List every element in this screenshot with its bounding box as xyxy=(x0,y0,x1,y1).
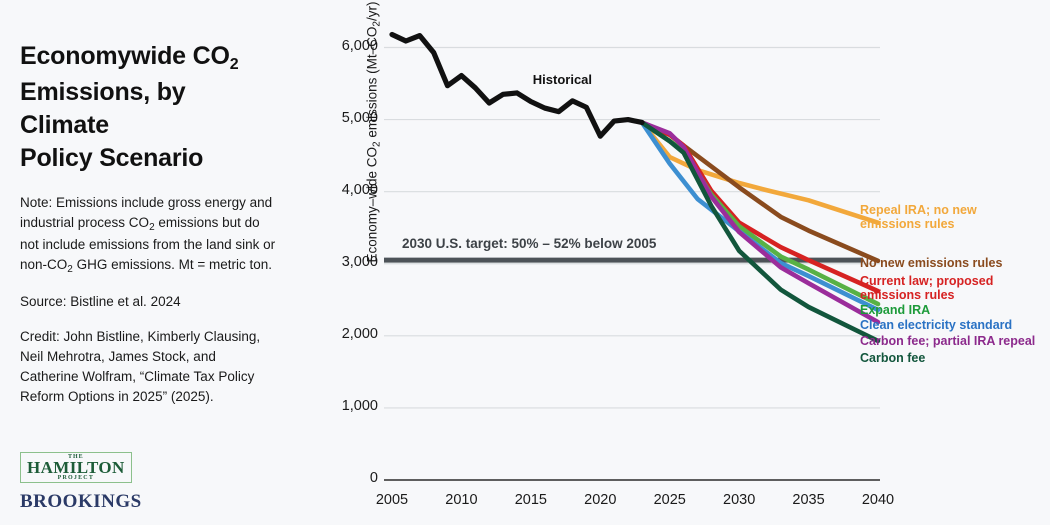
y-tick-label: 6,000 xyxy=(341,37,378,54)
y-tick-label: 0 xyxy=(369,470,378,486)
y-tick-label: 4,000 xyxy=(341,181,378,198)
x-tick-label: 2015 xyxy=(514,492,547,508)
info-panel: Economywide CO2 Emissions, by Climate Po… xyxy=(0,0,300,525)
hamilton-the-text: THE xyxy=(68,454,84,460)
y-tick-label: 2,000 xyxy=(341,325,378,342)
legend-item: Carbon fee xyxy=(860,351,925,365)
x-tick-label: 2030 xyxy=(723,492,756,508)
legend-item: No new emissions rules xyxy=(860,256,1002,270)
legend-label-line1: Carbon fee; partial IRA repeal xyxy=(860,334,1036,348)
note-subscript-2: 2 xyxy=(67,264,73,275)
target-annotation: 2030 U.S. target: 50% – 52% below 2005 xyxy=(402,236,657,252)
legend-item: Current law; proposed emissions rules xyxy=(860,274,993,302)
hamilton-main-text: HAMILTON xyxy=(27,458,125,477)
title-line-1: Economywide CO xyxy=(20,42,230,70)
x-tick-label: 2020 xyxy=(584,492,617,508)
historical-annotation: Historical xyxy=(532,72,593,87)
y-tick-label: 3,000 xyxy=(341,253,378,270)
legend-item: Expand IRA xyxy=(860,303,930,317)
legend-label-line1: No new emissions rules xyxy=(860,256,1003,270)
legend-label-line2: emissions rules xyxy=(860,217,955,231)
hamilton-project-logo: THE HAMILTON PROJECT xyxy=(20,452,132,483)
y-tick-label: 5,000 xyxy=(341,109,378,126)
x-tick-label: 2040 xyxy=(861,492,895,508)
legend-label-line1: Repeal IRA; no new xyxy=(860,203,977,217)
title-line-2: Emissions, by Climate xyxy=(20,78,186,139)
note-subscript-1: 2 xyxy=(149,222,155,233)
logo-group: THE HAMILTON PROJECT BROOKINGS xyxy=(20,452,142,513)
y-tick-label: 1,000 xyxy=(341,397,378,414)
note-part-1: Note: Emissions include gross energy and… xyxy=(20,195,273,230)
chart-panel: Economy–wide CO2 emissions (Mt–CO2/yr) 0… xyxy=(300,0,1050,525)
x-tick-label: 2005 xyxy=(375,492,409,508)
legend-item: Clean electricity standard xyxy=(860,318,1012,332)
plot-svg xyxy=(384,31,881,481)
page-title: Economywide CO2 Emissions, by Climate Po… xyxy=(20,40,278,175)
credit-text: Credit: John Bistline, Kimberly Clausing… xyxy=(20,329,261,404)
y-axis-ticks: 0 1,000 2,000 3,000 4,000 5,000 6,000 xyxy=(300,0,378,525)
title-subscript: 2 xyxy=(229,56,239,73)
legend-label-line1: Expand IRA xyxy=(860,303,931,317)
x-tick-label: 2025 xyxy=(653,492,686,508)
legend-label-line1: Clean electricity standard xyxy=(860,318,1013,332)
source-text: Source: Bistline et al. 2024 xyxy=(20,294,181,309)
title-line-3: Policy Scenario xyxy=(20,144,204,172)
note-part-2: emissions but do not include emissions f… xyxy=(20,215,276,272)
legend-item: Carbon fee; partial IRA repeal xyxy=(860,334,1035,348)
x-tick-label: 2010 xyxy=(445,492,478,508)
legend-item: Repeal IRA; no new emissions rules xyxy=(860,203,977,231)
x-tick-label: 2035 xyxy=(792,492,825,508)
brookings-logo: BROOKINGS xyxy=(20,491,142,512)
note-part-3: GHG emissions. Mt = metric ton. xyxy=(72,257,273,272)
legend-label-line1: Current law; proposed xyxy=(860,274,994,288)
note-text: Note: Emissions include gross energy and… xyxy=(20,193,278,277)
hamilton-project-text: PROJECT xyxy=(57,475,95,481)
legend-label-line1: Carbon fee xyxy=(860,351,926,365)
legend-label-line2: emissions rules xyxy=(860,288,955,302)
